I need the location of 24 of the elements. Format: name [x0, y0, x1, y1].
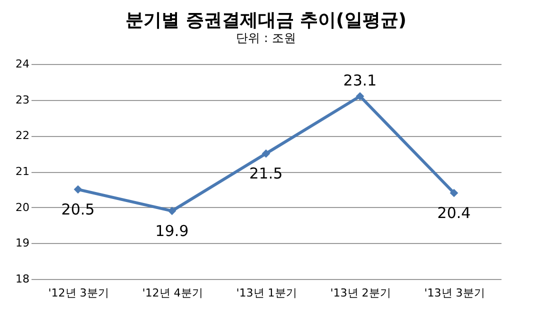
y-tick-label: 21: [16, 165, 30, 178]
y-tick-label: 22: [16, 129, 30, 142]
point: [74, 185, 82, 194]
x-tick-label: '13년 1분기: [236, 286, 297, 300]
x-tick-label: '13년 3분기: [424, 286, 485, 300]
x-tick-label: '12년 4분기: [142, 286, 203, 300]
point: [450, 188, 458, 198]
data-label: 21.5: [249, 164, 283, 183]
data-label: 23.1: [343, 71, 377, 90]
y-tick-label: 18: [16, 272, 30, 286]
data-label: 20.5: [61, 200, 95, 218]
y-tick-label: 24: [16, 58, 30, 70]
point: [356, 92, 364, 100]
chart-title: 분기별 증권결제대금 추이(일평균): [126, 10, 406, 31]
y-tick-label: 19: [16, 236, 30, 250]
y-tick-label: 20: [16, 200, 30, 214]
chart-subtitle: 단위 : 조원: [236, 31, 296, 45]
x-tick-label: '12년 3분기: [48, 286, 109, 300]
data-label: 20.4: [437, 204, 471, 222]
y-tick-label: 23: [16, 93, 30, 106]
x-tick-label: '13년 2분기: [330, 286, 391, 300]
data-label: 19.9: [155, 222, 189, 240]
point: [262, 149, 270, 158]
point: [168, 206, 176, 216]
